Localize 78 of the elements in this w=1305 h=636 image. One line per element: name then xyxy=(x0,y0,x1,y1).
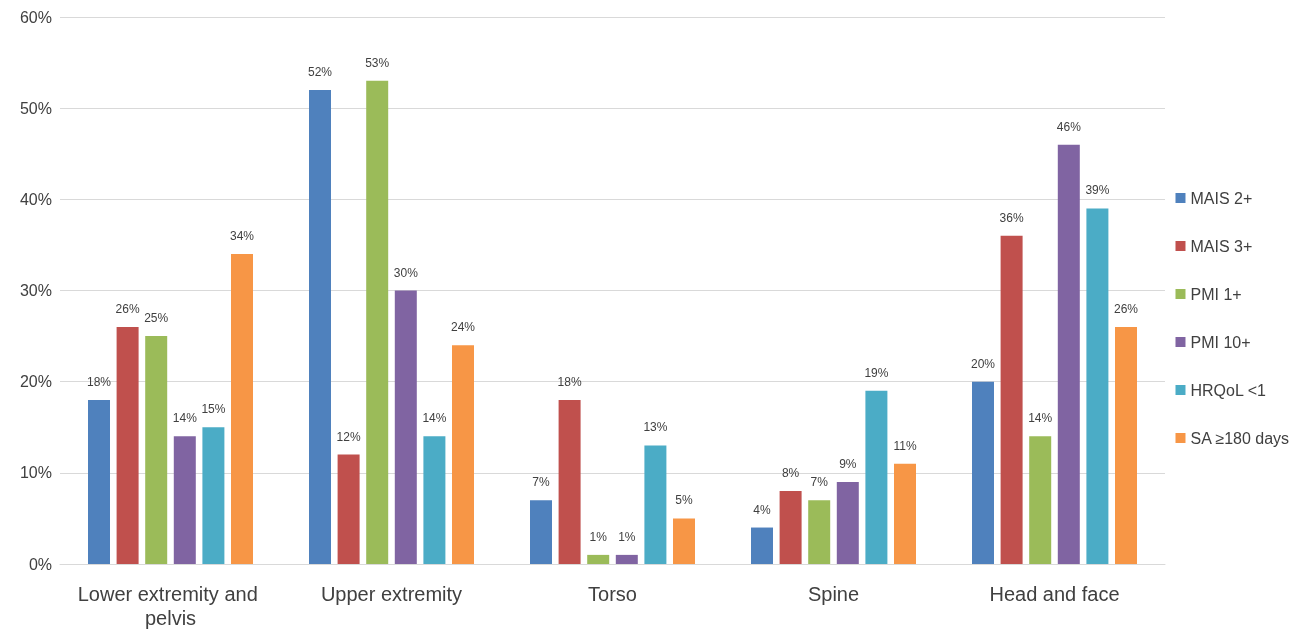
data-label: 15% xyxy=(201,402,226,417)
data-label: 12% xyxy=(336,429,361,444)
x-tick-label: Upper extremity xyxy=(320,583,463,605)
bar xyxy=(530,500,552,564)
bar xyxy=(1115,326,1137,564)
bar xyxy=(894,463,916,564)
legend-label: PMI 1+ xyxy=(1190,285,1242,303)
bar xyxy=(779,491,802,564)
legend-label: MAIS 2+ xyxy=(1190,189,1253,207)
y-tick-label: 40% xyxy=(19,190,52,208)
bar xyxy=(116,326,139,564)
y-tick-label: 20% xyxy=(19,373,52,391)
bar xyxy=(972,381,994,564)
data-label: 19% xyxy=(864,365,889,380)
bar xyxy=(673,518,695,564)
bar xyxy=(231,254,253,564)
data-label: 7% xyxy=(810,475,829,490)
data-label: 26% xyxy=(1113,301,1139,316)
data-label: 39% xyxy=(1085,183,1110,198)
data-label: 26% xyxy=(115,301,140,316)
data-label: 20% xyxy=(970,356,996,371)
bar xyxy=(309,89,331,564)
bar xyxy=(173,436,196,564)
bar xyxy=(423,436,446,564)
legend-label: MAIS 3+ xyxy=(1190,237,1253,255)
legend-label: SA ≥180 days xyxy=(1190,429,1290,447)
x-tick-label: Torso xyxy=(588,583,637,605)
y-tick-label: 60% xyxy=(19,8,52,26)
data-label: 1% xyxy=(589,529,608,544)
bar xyxy=(394,290,417,564)
data-label: 25% xyxy=(144,311,169,326)
data-label: 36% xyxy=(999,210,1024,225)
data-label: 52% xyxy=(307,64,333,79)
bar xyxy=(1029,436,1052,564)
data-label: 14% xyxy=(422,411,447,426)
data-label: 46% xyxy=(1056,119,1082,134)
bar xyxy=(452,345,474,564)
bar xyxy=(644,445,667,564)
bar xyxy=(808,500,831,564)
data-label: 14% xyxy=(1028,411,1053,426)
data-label: 11% xyxy=(893,438,917,453)
data-label: 14% xyxy=(172,411,198,426)
x-tick-label: Lower extremity and pelvis xyxy=(77,583,264,629)
bar xyxy=(202,427,225,564)
bar xyxy=(751,527,773,564)
data-label: 4% xyxy=(753,502,771,517)
bar xyxy=(1086,208,1109,564)
bar xyxy=(88,399,110,564)
y-tick-label: 0% xyxy=(28,555,52,573)
data-label: 53% xyxy=(365,55,390,70)
data-label: 13% xyxy=(643,420,668,435)
y-tick-label: 30% xyxy=(19,282,52,299)
data-label: 30% xyxy=(393,265,419,280)
bar xyxy=(1000,235,1023,564)
bar xyxy=(836,481,859,564)
bar xyxy=(615,554,638,564)
data-label: 8% xyxy=(781,466,800,481)
bar xyxy=(145,336,168,564)
y-tick-label: 10% xyxy=(19,464,52,482)
bar xyxy=(587,554,610,564)
data-label: 18% xyxy=(86,374,112,389)
x-tick-label: Head and face xyxy=(989,583,1120,605)
x-tick-label: Spine xyxy=(807,583,860,605)
data-label: 34% xyxy=(229,229,255,244)
data-label: 9% xyxy=(839,456,857,471)
data-label: 24% xyxy=(450,320,476,335)
data-label: 7% xyxy=(532,475,550,490)
bar xyxy=(558,399,581,564)
bar xyxy=(366,80,389,564)
bar xyxy=(337,454,360,564)
legend-label: HRQoL <1 xyxy=(1190,381,1267,399)
y-tick-label: 50% xyxy=(19,99,52,117)
bar xyxy=(865,390,888,564)
data-label: 5% xyxy=(675,493,693,508)
data-label: 1% xyxy=(618,529,636,544)
legend-label: PMI 10+ xyxy=(1190,333,1251,351)
bar xyxy=(1057,144,1080,564)
data-label: 18% xyxy=(557,374,582,389)
